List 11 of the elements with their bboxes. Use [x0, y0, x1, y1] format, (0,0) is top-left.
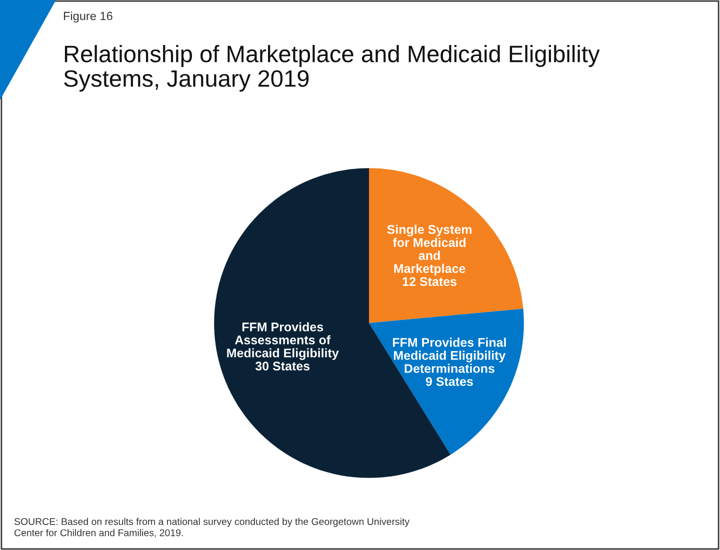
slice-label: Single System for Medicaid and Marketplace — [387, 224, 472, 276]
source-note: SOURCE: Based on results from a national survey conducted by the Georgetown University Center for Children and Families, 2019. — [14, 518, 410, 538]
data-label: 30 States — [255, 362, 310, 371]
pie-slice — [369, 168, 524, 323]
data-label: 12 States — [402, 277, 456, 286]
chart-title: Relationship of Marketplace and Medicaid Eligibility Systems, January 2019 — [64, 45, 600, 92]
data-label: 9 States — [426, 377, 473, 386]
slice-label: FFM Provides Assessments of Medicaid Eligibility — [227, 322, 339, 360]
pie-slice — [369, 308, 524, 455]
slice-label: FFM Provides Final Medicaid Eligibility Determinations — [392, 338, 506, 373]
caption: Figure 16 — [64, 12, 112, 23]
